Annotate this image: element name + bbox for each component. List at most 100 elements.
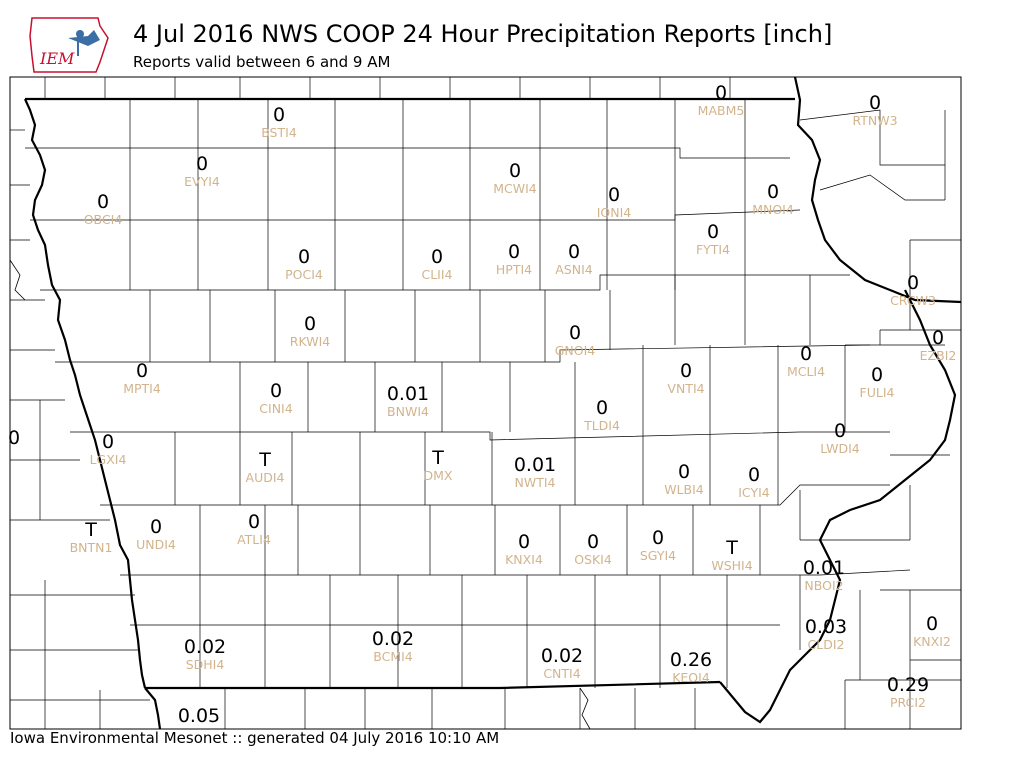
station-id: SGYI4 (640, 548, 676, 563)
station-id: CRCW3 (890, 293, 936, 308)
precip-value: 0 (270, 380, 282, 402)
station-id: BSTI4 (261, 125, 297, 140)
svg-text:IEM: IEM (39, 49, 75, 68)
precip-value: 0.02 (184, 636, 226, 658)
precip-value: 0 (569, 322, 581, 344)
precip-value: 0 (871, 364, 883, 386)
precip-value: 0 (748, 464, 760, 486)
precip-value: 0.26 (670, 649, 712, 671)
precip-value: 0 (196, 153, 208, 175)
station-id: ATLI4 (237, 532, 271, 547)
station-id: FULI4 (860, 385, 895, 400)
station-id: ICYI4 (738, 485, 770, 500)
iem-logo: IEM (29, 17, 109, 73)
precip-value: 0 (304, 313, 316, 335)
station-id: RTNW3 (852, 113, 897, 128)
station-id: CLII4 (421, 267, 452, 282)
precip-value: T (258, 449, 271, 471)
precip-value: 0.02 (372, 628, 414, 650)
station-id: WSHI4 (711, 558, 752, 573)
footer-credit: Iowa Environmental Mesonet :: generated … (10, 729, 500, 747)
precip-value: 0 (715, 82, 727, 104)
precip-value: 0 (680, 360, 692, 382)
station-id: LGXI4 (90, 452, 127, 467)
map-frame (9, 76, 962, 730)
precip-value: 0 (431, 246, 443, 268)
precip-value: 0 (932, 327, 944, 349)
precip-value: 0 (568, 241, 580, 263)
station-id: EZBI2 (920, 348, 957, 363)
station-id: BNWI4 (387, 404, 429, 419)
station-id: FYTI4 (696, 242, 730, 257)
station-id: UNDI4 (136, 537, 176, 552)
station-id: KNXI2 (913, 634, 951, 649)
station-id: RKWI4 (290, 334, 330, 349)
station-id: KNXI4 (505, 552, 543, 567)
page-subtitle: Reports valid between 6 and 9 AM (133, 53, 391, 71)
precip-value: T (431, 447, 444, 469)
precip-value: 0.01 (514, 454, 556, 476)
page-title: 4 Jul 2016 NWS COOP 24 Hour Precipitatio… (133, 20, 833, 48)
station-id: CINI4 (259, 401, 292, 416)
station-id: SDHI4 (186, 657, 225, 672)
precip-value: 0 (834, 420, 846, 442)
station-id: TLDI4 (583, 418, 620, 433)
precip-value: 0 (869, 92, 881, 114)
station-id: IONI4 (597, 205, 632, 220)
precip-value: 0 (136, 360, 148, 382)
precip-value: 0.03 (805, 616, 847, 638)
precip-value: 0 (907, 272, 919, 294)
station-id: MPTI4 (123, 381, 161, 396)
precip-value: 0.29 (887, 674, 929, 696)
precip-value: 0 (800, 343, 812, 365)
county-boundaries (10, 77, 961, 729)
precip-value: 0.02 (541, 645, 583, 667)
precip-value: 0 (150, 516, 162, 538)
station-id: WLBI4 (664, 482, 704, 497)
precip-value: 0 (767, 181, 779, 203)
precip-value: 0 (587, 531, 599, 553)
station-unlabeled-46: 0.05 (178, 705, 220, 727)
state-boundaries (23, 77, 961, 729)
precip-value: 0.01 (387, 383, 429, 405)
station-id: EVYI4 (184, 174, 220, 189)
station-id: DMX (424, 468, 453, 483)
precip-value: 0 (707, 221, 719, 243)
precip-value: 0 (608, 184, 620, 206)
precip-value: 0 (248, 511, 260, 533)
